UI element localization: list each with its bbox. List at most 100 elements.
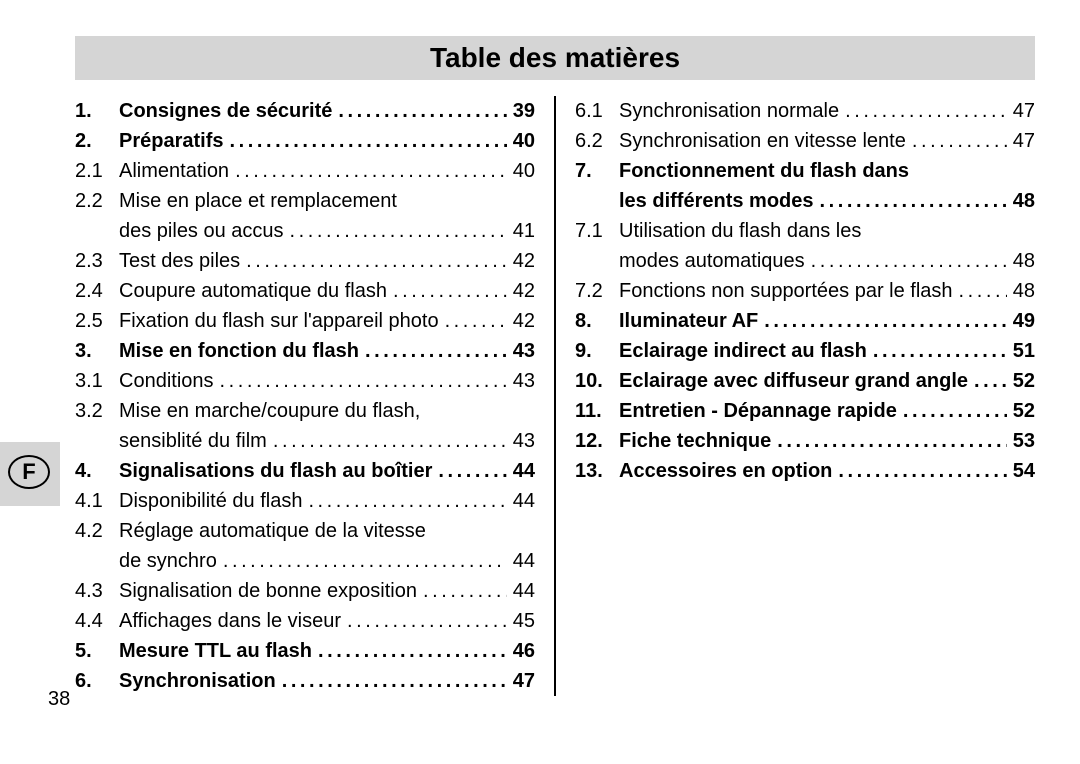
toc-entry: 8.Iluminateur AF49 [575, 306, 1035, 336]
toc-entry-page: 44 [509, 546, 535, 576]
toc-columns: 1.Consignes de sécurité392.Préparatifs40… [75, 96, 1035, 696]
toc-entry-number: 7.1 [575, 216, 619, 246]
toc-entry-leader [273, 426, 507, 456]
toc-entry-number: 12. [575, 426, 619, 456]
toc-entry: 9.Eclairage indirect au flash 51 [575, 336, 1035, 366]
toc-entry: 2.2Mise en place et remplacement [75, 186, 535, 216]
toc-entry: 2.4Coupure automatique du flash42 [75, 276, 535, 306]
toc-entry-label: sensiblité du film [119, 426, 267, 456]
toc-entry-leader [974, 366, 1007, 396]
toc-entry: 12.Fiche technique53 [575, 426, 1035, 456]
toc-entry-leader [223, 546, 507, 576]
toc-entry-number: 2.1 [75, 156, 119, 186]
toc-entry-number: 2.2 [75, 186, 119, 216]
toc-entry-number: 4.4 [75, 606, 119, 636]
toc-entry-page: 47 [1009, 96, 1035, 126]
toc-entry-leader [438, 456, 507, 486]
toc-entry-number: 9. [575, 336, 619, 366]
toc-entry-leader [282, 666, 507, 696]
toc-entry-page: 53 [1009, 426, 1035, 456]
toc-entry-page: 48 [1009, 186, 1035, 216]
toc-entry-number: 6.2 [575, 126, 619, 156]
toc-entry-number: 10. [575, 366, 619, 396]
toc-entry-page: 48 [1009, 276, 1035, 306]
toc-entry-page: 44 [509, 486, 535, 516]
toc-entry-number: 4.3 [75, 576, 119, 606]
toc-entry-leader [811, 246, 1007, 276]
toc-entry: 3.Mise en fonction du flash43 [75, 336, 535, 366]
toc-entry: de synchro44 [75, 546, 535, 576]
toc-entry-label: Eclairage indirect au flash [619, 336, 867, 366]
toc-entry: 4.3Signalisation de bonne exposition 44 [75, 576, 535, 606]
toc-entry-number: 4.1 [75, 486, 119, 516]
toc-entry-number [75, 426, 119, 456]
toc-entry-label: les différents modes [619, 186, 814, 216]
toc-entry-leader [338, 96, 507, 126]
toc-entry: 11.Entretien - Dépannage rapide52 [575, 396, 1035, 426]
toc-entry-label: Synchronisation [119, 666, 276, 696]
toc-entry-label: modes automatiques [619, 246, 805, 276]
toc-entry-label: Consignes de sécurité [119, 96, 332, 126]
toc-entry-leader [903, 396, 1007, 426]
toc-entry-label: Alimentation [119, 156, 229, 186]
toc-entry: 4.1Disponibilité du flash44 [75, 486, 535, 516]
toc-entry: 3.2Mise en marche/coupure du flash, [75, 396, 535, 426]
toc-entry-number: 2.5 [75, 306, 119, 336]
toc-entry-page: 47 [1009, 126, 1035, 156]
toc-entry-number: 2.3 [75, 246, 119, 276]
toc-entry-page: 42 [509, 246, 535, 276]
toc-entry-number [575, 246, 619, 276]
toc-entry-label: Utilisation du flash dans les [619, 216, 861, 246]
toc-entry-leader [230, 126, 508, 156]
toc-entry-leader [445, 306, 507, 336]
toc-entry-page: 54 [1009, 456, 1035, 486]
toc-entry-leader [432, 516, 507, 546]
toc-entry-number: 8. [575, 306, 619, 336]
toc-entry-label: Mesure TTL au flash [119, 636, 312, 666]
toc-entry-label: Fixation du flash sur l'appareil photo [119, 306, 439, 336]
toc-entry-leader [347, 606, 507, 636]
toc-entry: 2.3Test des piles 42 [75, 246, 535, 276]
toc-entry-leader [838, 456, 1007, 486]
toc-entry-number [75, 216, 119, 246]
toc-entry-leader [235, 156, 507, 186]
toc-entry-page: 47 [509, 666, 535, 696]
toc-entry-number: 13. [575, 456, 619, 486]
toc-entry-label: Synchronisation normale [619, 96, 839, 126]
toc-entry-leader [959, 276, 1007, 306]
toc-entry: 4.4Affichages dans le viseur45 [75, 606, 535, 636]
toc-entry-label: Accessoires en option [619, 456, 832, 486]
toc-entry-leader [246, 246, 507, 276]
toc-entry-leader [220, 366, 507, 396]
toc-entry-page: 52 [1009, 366, 1035, 396]
toc-entry-label: Synchronisation en vitesse lente [619, 126, 906, 156]
toc-entry-page: 43 [509, 366, 535, 396]
toc-entry-page: 44 [509, 456, 535, 486]
toc-entry-label: Conditions [119, 366, 214, 396]
toc-entry-page: 40 [509, 156, 535, 186]
toc-entry-label: Eclairage avec diffuseur grand angle [619, 366, 968, 396]
toc-entry-leader [290, 216, 507, 246]
toc-entry: 7.2Fonctions non supportées par le flash… [575, 276, 1035, 306]
toc-entry-label: Réglage automatique de la vitesse [119, 516, 426, 546]
toc-entry: sensiblité du film43 [75, 426, 535, 456]
toc-entry-label: Signalisations du flash au boîtier [119, 456, 432, 486]
toc-entry-leader [764, 306, 1007, 336]
page-number: 38 [48, 688, 70, 711]
toc-entry-label: Test des piles [119, 246, 240, 276]
toc-entry-page: 51 [1009, 336, 1035, 366]
toc-entry-page: 44 [509, 576, 535, 606]
toc-entry-leader [845, 96, 1007, 126]
toc-entry-page: 48 [1009, 246, 1035, 276]
toc-entry-leader [777, 426, 1007, 456]
toc-entry-number: 4. [75, 456, 119, 486]
toc-entry-label: Mise en place et remplacement [119, 186, 397, 216]
toc-entry-number: 2. [75, 126, 119, 156]
toc-entry-label: Signalisation de bonne exposition [119, 576, 417, 606]
toc-entry-number: 1. [75, 96, 119, 126]
toc-entry: 7.1Utilisation du flash dans les [575, 216, 1035, 246]
toc-entry-leader [912, 126, 1007, 156]
toc-entry-leader [426, 396, 507, 426]
toc-entry: 4.Signalisations du flash au boîtier 44 [75, 456, 535, 486]
page-title: Table des matières [75, 36, 1035, 80]
